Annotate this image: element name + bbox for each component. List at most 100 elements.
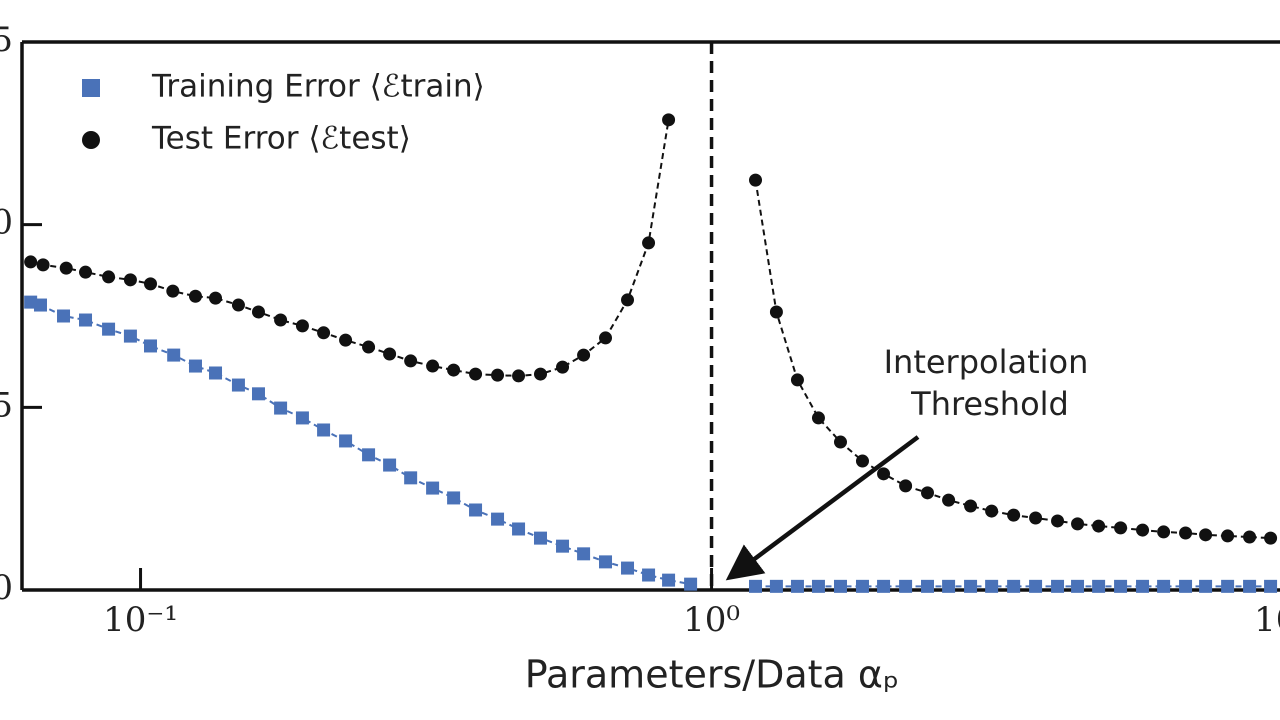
point [1051, 514, 1065, 528]
point [251, 387, 265, 401]
point [621, 561, 635, 575]
point [1114, 579, 1128, 593]
point [642, 568, 656, 582]
point [1179, 526, 1193, 540]
point [33, 298, 47, 312]
point [877, 579, 891, 593]
point [1071, 579, 1085, 593]
point [577, 348, 591, 362]
annotation: Interpolation [884, 343, 1089, 381]
point [1199, 579, 1213, 593]
point [102, 322, 116, 336]
point [1157, 579, 1171, 593]
point [317, 423, 331, 437]
point [599, 555, 613, 569]
legend-marker [82, 79, 100, 97]
point [491, 512, 505, 526]
point [964, 579, 978, 593]
point [36, 258, 50, 272]
point [317, 326, 331, 340]
point [662, 113, 676, 127]
point [942, 579, 956, 593]
point [404, 471, 418, 485]
point [512, 369, 526, 383]
legend-label: Test Error ⟨ℰtest⟩ [151, 121, 411, 157]
point [684, 577, 698, 591]
point [231, 378, 245, 392]
point [469, 367, 483, 381]
point [469, 503, 483, 517]
point [339, 333, 353, 347]
point [790, 579, 804, 593]
point [1029, 579, 1043, 593]
point [383, 458, 397, 472]
point [512, 522, 526, 536]
point [899, 579, 913, 593]
point [833, 579, 847, 593]
y-tick-label: 1.5 [0, 20, 13, 60]
point [144, 339, 158, 353]
point [144, 277, 158, 291]
point [24, 295, 38, 309]
point [599, 331, 613, 345]
point [24, 255, 38, 269]
point [274, 401, 288, 415]
x-tick-label: 10⁻¹ [103, 600, 178, 640]
annotation-arrow [725, 435, 920, 581]
point [123, 273, 137, 287]
point [769, 305, 783, 319]
point [749, 173, 763, 187]
point [1221, 579, 1235, 593]
point [209, 366, 223, 380]
point [621, 293, 635, 307]
point [985, 579, 999, 593]
point [769, 579, 783, 593]
point [899, 479, 913, 493]
point [942, 493, 956, 507]
point [102, 270, 116, 284]
point [662, 573, 676, 587]
point [362, 340, 376, 354]
point [921, 579, 935, 593]
point [231, 298, 245, 312]
point [274, 313, 288, 327]
point [295, 319, 309, 333]
point [209, 291, 223, 305]
legend-label: Training Error ⟨ℰtrain⟩ [151, 69, 485, 105]
y-tick-label: 0 [0, 568, 13, 608]
point [426, 359, 440, 373]
point [491, 368, 505, 382]
point [362, 448, 376, 462]
point [79, 313, 93, 327]
point [964, 499, 978, 513]
point [59, 261, 73, 275]
point [556, 360, 570, 374]
point [447, 363, 461, 377]
point [123, 329, 137, 343]
point [79, 265, 93, 279]
point [1136, 523, 1150, 537]
point [1179, 579, 1193, 593]
point [855, 454, 869, 468]
point [533, 531, 547, 545]
point [339, 434, 353, 448]
point [533, 367, 547, 381]
point [1264, 531, 1278, 545]
point [1051, 579, 1065, 593]
point [877, 467, 891, 481]
point [811, 411, 825, 425]
x-tick-label: 10¹ [1254, 600, 1280, 640]
point [447, 491, 461, 505]
point [556, 539, 570, 553]
annotation: Threshold [910, 385, 1069, 423]
point [57, 309, 71, 323]
point [1114, 521, 1128, 535]
y-tick-label: 1.0 [0, 203, 13, 243]
point [1157, 525, 1171, 539]
point [577, 547, 591, 561]
point [167, 348, 181, 362]
point [383, 347, 397, 361]
point [1264, 579, 1278, 593]
point [1136, 579, 1150, 593]
